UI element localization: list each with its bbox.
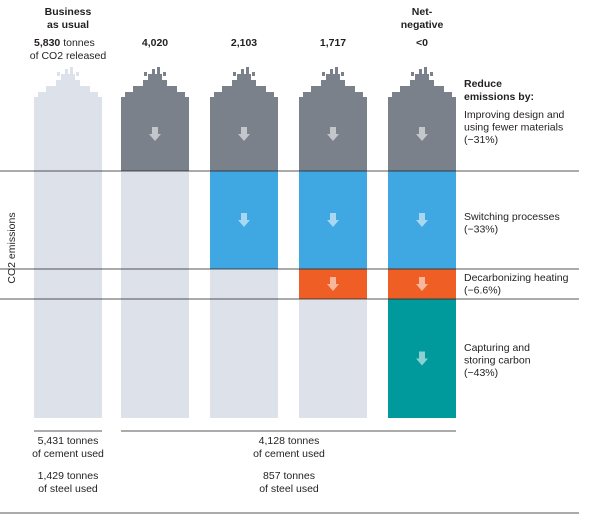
stack-step-col4 — [341, 72, 344, 76]
stack-step-col1 — [46, 86, 90, 94]
footnote-left: of steel used — [38, 483, 98, 495]
stack-step-col3 — [232, 80, 256, 88]
bar-segment-col1-stage3 — [34, 269, 102, 299]
stack-step-col2 — [152, 69, 155, 75]
column-header-5: negative — [401, 19, 444, 31]
total-label-col2: 4,020 — [142, 37, 168, 49]
column-1 — [34, 67, 102, 418]
stack-step-col2 — [157, 67, 160, 75]
column-5 — [388, 67, 456, 418]
stack-step-col3 — [252, 72, 255, 76]
bar-segment-col2-stage3 — [121, 269, 189, 299]
stack-step-col3 — [214, 92, 274, 98]
legend-item-stage4: Capturing and — [464, 342, 530, 354]
legend-item-stage3: (−6.6%) — [464, 285, 501, 297]
down-arrow-icon — [238, 127, 250, 141]
stack-step-col2 — [133, 86, 177, 94]
stack-step-col5 — [419, 69, 422, 75]
total-note-col1: of CO2 released — [30, 50, 107, 62]
legend-item-stage2: (−33%) — [464, 224, 498, 236]
legend-item-stage4: storing carbon — [464, 355, 531, 367]
stack-step-col1 — [57, 72, 60, 76]
down-arrow-icon — [327, 213, 339, 227]
total-label-col1: 5,830 tonnes — [34, 37, 95, 49]
legend-item-stage1: Improving design and — [464, 109, 565, 121]
stack-step-col4 — [326, 74, 340, 82]
y-axis-label: CO2 emissions — [6, 212, 18, 283]
stack-step-col1 — [61, 74, 75, 82]
stack-step-col3 — [246, 67, 249, 75]
stack-step-col5 — [411, 72, 414, 76]
legend-item-stage2: Switching processes — [464, 211, 560, 223]
footnote-right: of cement used — [253, 448, 325, 460]
stack-step-col1 — [38, 92, 98, 98]
bar-segment-col1-stage2 — [34, 171, 102, 269]
bar-segment-col4-stage4 — [299, 299, 367, 418]
legend-title: emissions by: — [464, 91, 534, 103]
stack-step-col2 — [143, 80, 167, 88]
footnote-left: of cement used — [32, 448, 104, 460]
down-arrow-icon — [416, 351, 428, 366]
column-4 — [299, 67, 367, 418]
column-header-5: Net- — [412, 6, 433, 18]
total-label-col3: 2,103 — [231, 37, 257, 49]
legend-item-stage1: using fewer materials — [464, 122, 563, 134]
stack-step-col5 — [410, 80, 434, 88]
total-label-col4: 1,717 — [320, 37, 346, 49]
stack-step-col2 — [148, 74, 162, 82]
footnote-right: of steel used — [259, 483, 319, 495]
column-2 — [121, 67, 189, 418]
stack-step-col5 — [415, 74, 429, 82]
column-header-1: as usual — [47, 19, 89, 31]
stack-step-col4 — [321, 80, 345, 88]
stack-step-col4 — [335, 67, 338, 75]
stack-step-col5 — [400, 86, 444, 94]
footnote-left: 1,429 tonnes — [38, 470, 99, 482]
stack-step-col4 — [322, 72, 325, 76]
stack-step-col4 — [330, 69, 333, 75]
bar-segment-col2-stage2 — [121, 171, 189, 269]
down-arrow-icon — [149, 127, 161, 141]
stack-step-col2 — [163, 72, 166, 76]
stack-step-col2 — [144, 72, 147, 76]
down-arrow-icon — [416, 213, 428, 227]
down-arrow-icon — [416, 127, 428, 141]
stack-step-col3 — [237, 74, 251, 82]
stack-step-col4 — [311, 86, 355, 94]
stack-step-col4 — [303, 92, 363, 98]
column-3 — [210, 67, 278, 418]
stack-step-col1 — [76, 72, 79, 76]
stack-step-col3 — [222, 86, 266, 94]
down-arrow-icon — [416, 277, 428, 291]
legend-title: Reduce — [464, 78, 502, 90]
footnote-right: 857 tonnes — [263, 470, 315, 482]
column-header-1: Business — [45, 6, 92, 18]
stack-step-col3 — [241, 69, 244, 75]
stack-step-col5 — [392, 92, 452, 98]
legend-item-stage3: Decarbonizing heating — [464, 272, 569, 284]
stack-step-col5 — [424, 67, 427, 75]
down-arrow-icon — [327, 127, 339, 141]
stack-step-col5 — [430, 72, 433, 76]
bar-segment-col3-stage3 — [210, 269, 278, 299]
total-label-col5: <0 — [416, 37, 428, 49]
footnote-right: 4,128 tonnes — [259, 435, 320, 447]
stack-step-col3 — [233, 72, 236, 76]
down-arrow-icon — [238, 213, 250, 227]
legend-item-stage1: (−31%) — [464, 134, 498, 146]
stack-step-col1 — [56, 80, 80, 88]
stack-step-col1 — [70, 67, 73, 75]
bar-segment-col1-stage1 — [34, 97, 102, 171]
bar-segment-col3-stage4 — [210, 299, 278, 418]
down-arrow-icon — [327, 277, 339, 291]
stack-step-col1 — [65, 69, 68, 75]
stack-step-col2 — [125, 92, 185, 98]
legend-item-stage4: (−43%) — [464, 367, 498, 379]
bar-segment-col1-stage4 — [34, 299, 102, 418]
bar-segment-col2-stage4 — [121, 299, 189, 418]
footnote-left: 5,431 tonnes — [38, 435, 99, 447]
